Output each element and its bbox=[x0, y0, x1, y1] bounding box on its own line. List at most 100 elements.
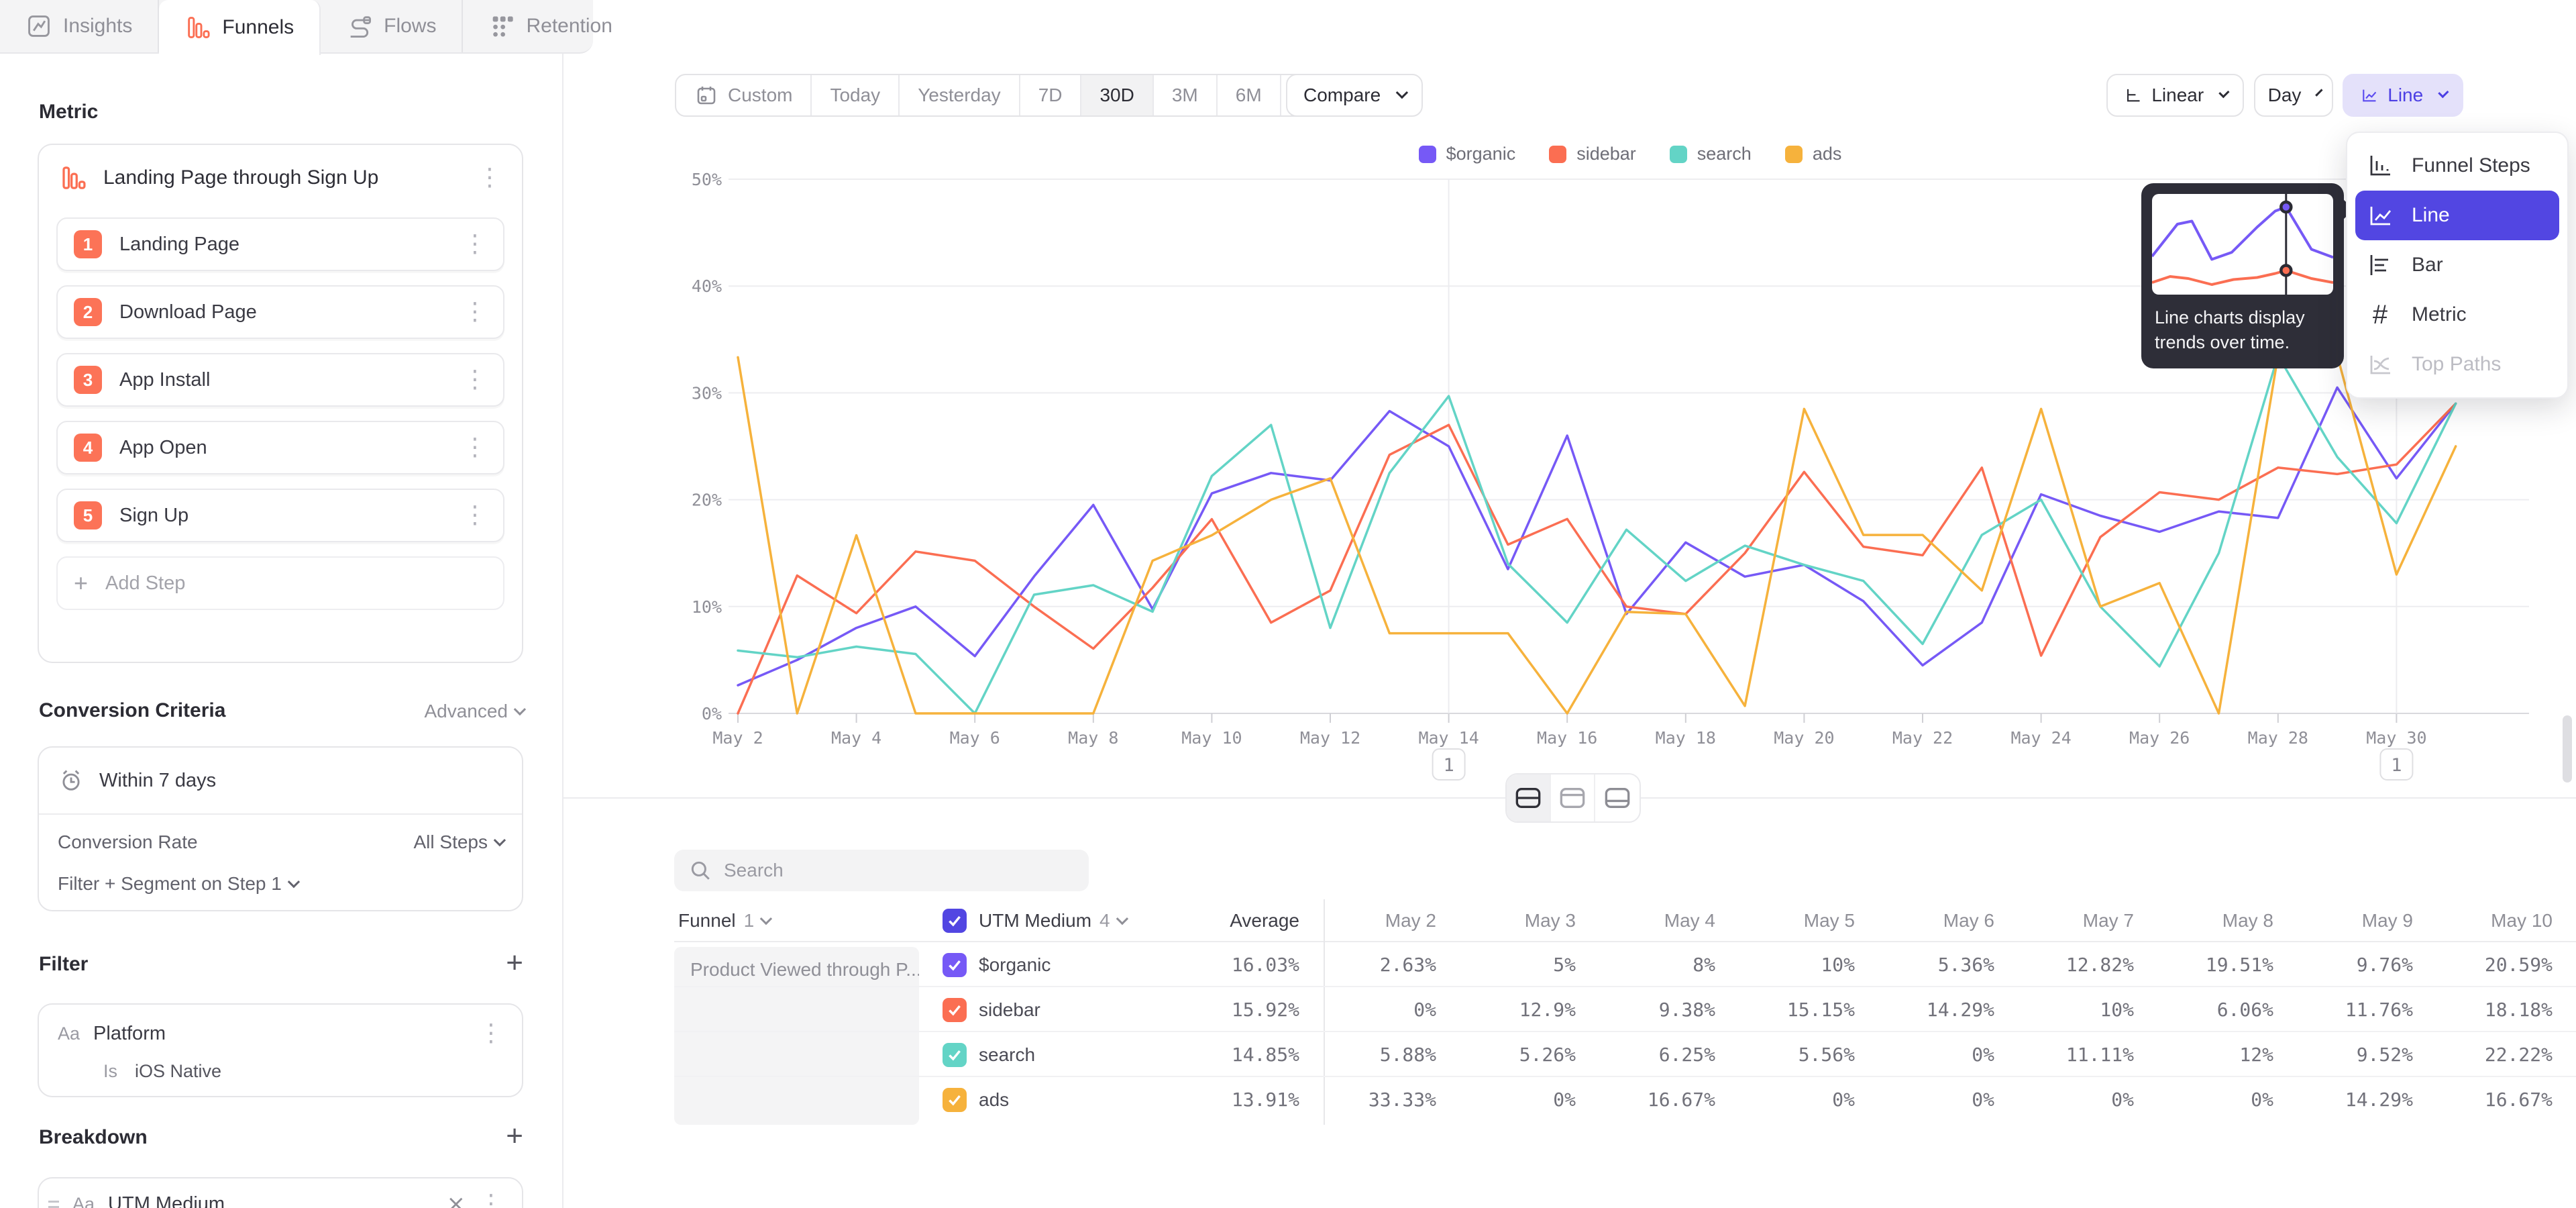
metric-section-header: Metric bbox=[39, 101, 98, 123]
menu-item-funnel-steps[interactable]: Funnel Steps bbox=[2347, 141, 2567, 191]
chart-type-dropdown[interactable]: Line bbox=[2343, 74, 2463, 117]
line-chart-icon bbox=[2360, 82, 2378, 109]
menu-item-bar[interactable]: Bar bbox=[2347, 240, 2567, 290]
menu-item-top-paths[interactable]: Top Paths bbox=[2347, 340, 2567, 389]
value-cell: 5% bbox=[1553, 942, 1576, 987]
date-column-header: May 5 bbox=[1804, 899, 1855, 942]
value-cell: 16.67% bbox=[1648, 1077, 1715, 1122]
filter-condition-row[interactable]: Is iOS Native bbox=[39, 1056, 522, 1082]
x-axis-label: May 14 bbox=[1418, 728, 1479, 748]
breakdown-kebab-icon[interactable]: ⋮ bbox=[479, 1192, 503, 1208]
add-step-button[interactable]: + Add Step bbox=[56, 556, 504, 610]
series-line-ads[interactable] bbox=[738, 356, 2456, 713]
compare-button[interactable]: Compare bbox=[1286, 74, 1423, 117]
series-cell: sidebar bbox=[943, 987, 1040, 1032]
menu-item-line[interactable]: Line bbox=[2355, 191, 2559, 240]
layout-table-view-button[interactable] bbox=[1595, 774, 1640, 821]
add-filter-button[interactable]: + bbox=[506, 946, 523, 980]
range-today[interactable]: Today bbox=[812, 75, 900, 115]
range-label: 7D bbox=[1038, 85, 1063, 106]
series-line-search[interactable] bbox=[738, 356, 2456, 713]
tab-flows[interactable]: Flows bbox=[321, 0, 463, 52]
tab-retention[interactable]: Retention bbox=[463, 0, 637, 52]
advanced-label: Advanced bbox=[424, 701, 508, 721]
average-value-cell: 15.92% bbox=[1232, 987, 1299, 1032]
step-kebab-icon[interactable]: ⋮ bbox=[463, 436, 487, 460]
conversion-rate-dropdown[interactable]: All Steps bbox=[414, 832, 504, 853]
bar-chart-icon bbox=[2366, 251, 2394, 279]
conversion-rate-row: Conversion Rate All Steps bbox=[39, 815, 522, 863]
step-kebab-icon[interactable]: ⋮ bbox=[463, 300, 487, 324]
series-checkbox[interactable] bbox=[943, 998, 967, 1022]
step-number-badge: 5 bbox=[74, 501, 102, 530]
metric-title-row[interactable]: Landing Page through Sign Up ⋮ bbox=[39, 145, 522, 208]
advanced-dropdown[interactable]: Advanced bbox=[424, 701, 523, 722]
layout-chart-view-button[interactable] bbox=[1551, 774, 1595, 821]
breakdown-property-row[interactable]: Aa UTM Medium × ⋮ bbox=[39, 1178, 522, 1208]
step-kebab-icon[interactable]: ⋮ bbox=[463, 232, 487, 256]
funnel-step-5[interactable]: 5 Sign Up ⋮ bbox=[56, 489, 504, 542]
breakdown-property: UTM Medium bbox=[108, 1193, 433, 1208]
range-custom[interactable]: Custom bbox=[676, 75, 812, 115]
remove-breakdown-icon[interactable]: × bbox=[447, 1191, 466, 1208]
scrollbar-thumb[interactable] bbox=[2563, 715, 2572, 783]
breakdown-header-count: 4 bbox=[1099, 910, 1110, 932]
range-7d[interactable]: 7D bbox=[1020, 75, 1082, 115]
funnel-column-header[interactable]: Funnel 1 bbox=[678, 899, 769, 942]
series-line-$organic[interactable] bbox=[738, 387, 2456, 685]
conversion-rate-label: Conversion Rate bbox=[58, 832, 198, 853]
filter-segment-row[interactable]: Filter + Segment on Step 1 bbox=[39, 863, 522, 905]
tab-funnels[interactable]: Funnels bbox=[159, 0, 321, 55]
conversion-rate-value: All Steps bbox=[414, 832, 488, 852]
metric-kebab-icon[interactable]: ⋮ bbox=[478, 166, 502, 190]
step-kebab-icon[interactable]: ⋮ bbox=[463, 503, 487, 527]
x-axis-label: May 28 bbox=[2248, 728, 2308, 748]
value-cell: 0% bbox=[1972, 1077, 1994, 1122]
drag-handle-icon[interactable] bbox=[48, 1201, 59, 1208]
average-value-cell: 14.85% bbox=[1232, 1032, 1299, 1077]
series-checkbox[interactable] bbox=[943, 1043, 967, 1067]
breakdown-header-label: UTM Medium bbox=[979, 910, 1091, 932]
range-3m[interactable]: 3M bbox=[1154, 75, 1218, 115]
line-chart-icon bbox=[2366, 201, 2394, 230]
date-column-header: May 3 bbox=[1525, 899, 1576, 942]
flows-icon bbox=[346, 13, 373, 40]
series-checkbox[interactable] bbox=[943, 953, 967, 977]
tooltip-purple-dot bbox=[2281, 202, 2291, 212]
range-yesterday[interactable]: Yesterday bbox=[900, 75, 1020, 115]
select-all-checkbox[interactable] bbox=[943, 909, 967, 933]
x-axis-label: May 2 bbox=[712, 728, 763, 748]
conversion-window-row[interactable]: Within 7 days bbox=[39, 748, 522, 813]
breakdown-table: Funnel 1 UTM Medium 4 Average May 2May 3… bbox=[674, 899, 2576, 1122]
funnel-step-2[interactable]: 2 Download Page ⋮ bbox=[56, 285, 504, 339]
series-name: sidebar bbox=[979, 999, 1040, 1021]
value-cell: 5.88% bbox=[1380, 1032, 1436, 1077]
menu-item-metric[interactable]: # Metric bbox=[2347, 290, 2567, 340]
add-breakdown-button[interactable]: + bbox=[506, 1119, 523, 1153]
range-30d[interactable]: 30D bbox=[1081, 75, 1153, 115]
series-checkbox[interactable] bbox=[943, 1088, 967, 1112]
funnel-step-4[interactable]: 4 App Open ⋮ bbox=[56, 421, 504, 474]
chevron-down-icon bbox=[288, 875, 300, 887]
type-text-icon: Aa bbox=[72, 1194, 95, 1208]
value-cell: 19.51% bbox=[2206, 942, 2273, 987]
scale-dropdown[interactable]: Linear bbox=[2106, 74, 2244, 117]
breakdown-column-header[interactable]: UTM Medium 4 bbox=[943, 899, 1126, 942]
layout-split-view-button[interactable] bbox=[1507, 774, 1551, 821]
filter-property-row[interactable]: Aa Platform ⋮ bbox=[39, 1005, 522, 1056]
menu-item-label: Funnel Steps bbox=[2412, 154, 2530, 177]
granularity-dropdown[interactable]: Day bbox=[2254, 74, 2333, 117]
range-6m[interactable]: 6M bbox=[1218, 75, 1281, 115]
step-kebab-icon[interactable]: ⋮ bbox=[463, 368, 487, 392]
funnel-step-1[interactable]: 1 Landing Page ⋮ bbox=[56, 217, 504, 271]
filter-kebab-icon[interactable]: ⋮ bbox=[479, 1021, 503, 1046]
search-input[interactable] bbox=[724, 860, 1046, 881]
date-column-header: May 4 bbox=[1664, 899, 1715, 942]
tab-insights[interactable]: Insights bbox=[0, 0, 159, 52]
report-type-tabs: Insights Funnels Flows Retention bbox=[0, 0, 593, 54]
date-column-header: May 8 bbox=[2222, 899, 2273, 942]
funnel-step-3[interactable]: 3 App Install ⋮ bbox=[56, 353, 504, 407]
value-cell: 18.18% bbox=[2485, 987, 2553, 1032]
value-cell: 9.38% bbox=[1659, 987, 1715, 1032]
x-axis-label: May 22 bbox=[1892, 728, 1953, 748]
